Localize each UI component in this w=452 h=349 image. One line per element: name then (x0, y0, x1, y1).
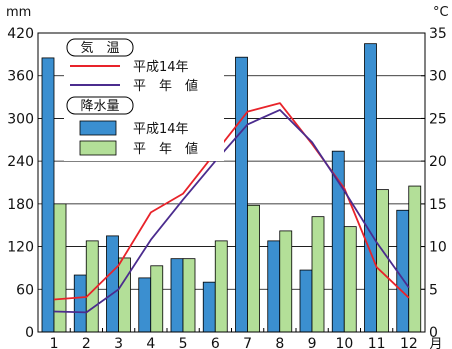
right-axis-unit: °C (433, 5, 449, 20)
bar-precip-normal (408, 185, 422, 333)
bar-precip-actual (138, 277, 152, 333)
bar-precip-normal (343, 226, 357, 333)
bar-precip-actual (106, 235, 119, 333)
bar-precip-actual (202, 281, 216, 333)
bar-precip-actual (235, 56, 248, 333)
left-tick-label: 360 (7, 69, 34, 85)
x-axis: 1 2 3 4 5 6 7 8 9 10 11 12 月 (37, 328, 443, 349)
right-tick-label: 10 (429, 240, 447, 256)
bar-precip-normal (214, 240, 228, 333)
x-tick-label: 12 (400, 336, 418, 349)
right-tick-label: 25 (429, 111, 447, 127)
left-axis-unit: mm (6, 5, 31, 20)
left-tick-label: 300 (7, 111, 34, 127)
x-tick-label: 11 (368, 336, 386, 349)
left-tick-label: 180 (7, 197, 34, 213)
x-tick-label: 4 (146, 336, 155, 349)
x-tick-label: 9 (308, 336, 317, 349)
bar-precip-normal (182, 258, 196, 333)
left-tick-label: 240 (7, 154, 34, 170)
x-tick-label: 6 (211, 336, 220, 349)
right-tick-label: 35 (429, 26, 447, 42)
bar-precip-actual (170, 258, 184, 333)
right-tick-label: 20 (429, 154, 447, 170)
left-tick-label: 60 (16, 282, 34, 298)
legend-precip-group-box (66, 96, 134, 115)
legend-temp-actual-label: 平成14年 (133, 60, 189, 75)
bar-precip-actual (364, 43, 377, 333)
legend-temp-group-box (66, 38, 134, 57)
right-tick-label: 5 (429, 282, 438, 298)
legend: 気 温 平成14年 平 年 値 降水量 平成14年 平 年 値 (64, 37, 224, 161)
bar-precip-normal (376, 189, 389, 333)
legend-precip-group-label: 降水量 (80, 99, 119, 114)
bar-precip-normal (247, 204, 260, 333)
right-tick-label: 30 (429, 69, 447, 85)
legend-precip-normal-swatch (79, 140, 117, 156)
bar-precip-normal (311, 216, 325, 333)
bar-precip-actual (267, 240, 281, 333)
bar-precip-normal (118, 257, 131, 333)
right-tick-label: 15 (429, 197, 447, 213)
bar-precip-actual (73, 274, 87, 333)
legend-temp-normal-label: 平 年 値 (133, 78, 198, 94)
line-temp-actual (54, 102, 410, 301)
line-temp-normal (54, 109, 410, 314)
legend-precip-actual-swatch (79, 120, 117, 136)
left-tick-label: 420 (7, 26, 34, 42)
bar-precip-actual (396, 209, 410, 333)
right-tick-label: 0 (429, 325, 438, 341)
legend-temp-group-label: 気 温 (80, 40, 119, 56)
bar-precip-actual (331, 150, 345, 333)
left-tick-label: 0 (25, 325, 34, 341)
x-tick-label: 1 (50, 336, 59, 349)
bar-precip-normal (53, 203, 67, 333)
right-axis: 0 5 10 15 20 25 30 35 (421, 26, 447, 341)
x-tick-label: 10 (335, 336, 353, 349)
precipitation-bars (41, 43, 422, 333)
bar-precip-actual (41, 57, 55, 333)
legend-precip-normal-label: 平 年 値 (133, 141, 198, 157)
x-tick-label: 3 (114, 336, 123, 349)
bar-precip-normal (150, 265, 164, 333)
x-tick-label: 2 (82, 336, 91, 349)
temperature-lines (54, 102, 410, 314)
legend-precip-actual-label: 平成14年 (133, 122, 189, 137)
x-tick-label: 7 (243, 336, 252, 349)
x-tick-label: 5 (179, 336, 188, 349)
bar-precip-normal (279, 230, 293, 333)
left-axis: 0 60 120 180 240 300 360 420 (7, 26, 34, 341)
left-tick-label: 120 (7, 240, 34, 256)
x-tick-label: 8 (275, 336, 284, 349)
x-axis-unit: 月 (429, 337, 442, 349)
bar-precip-actual (299, 269, 313, 333)
grid-lines (38, 75, 425, 290)
